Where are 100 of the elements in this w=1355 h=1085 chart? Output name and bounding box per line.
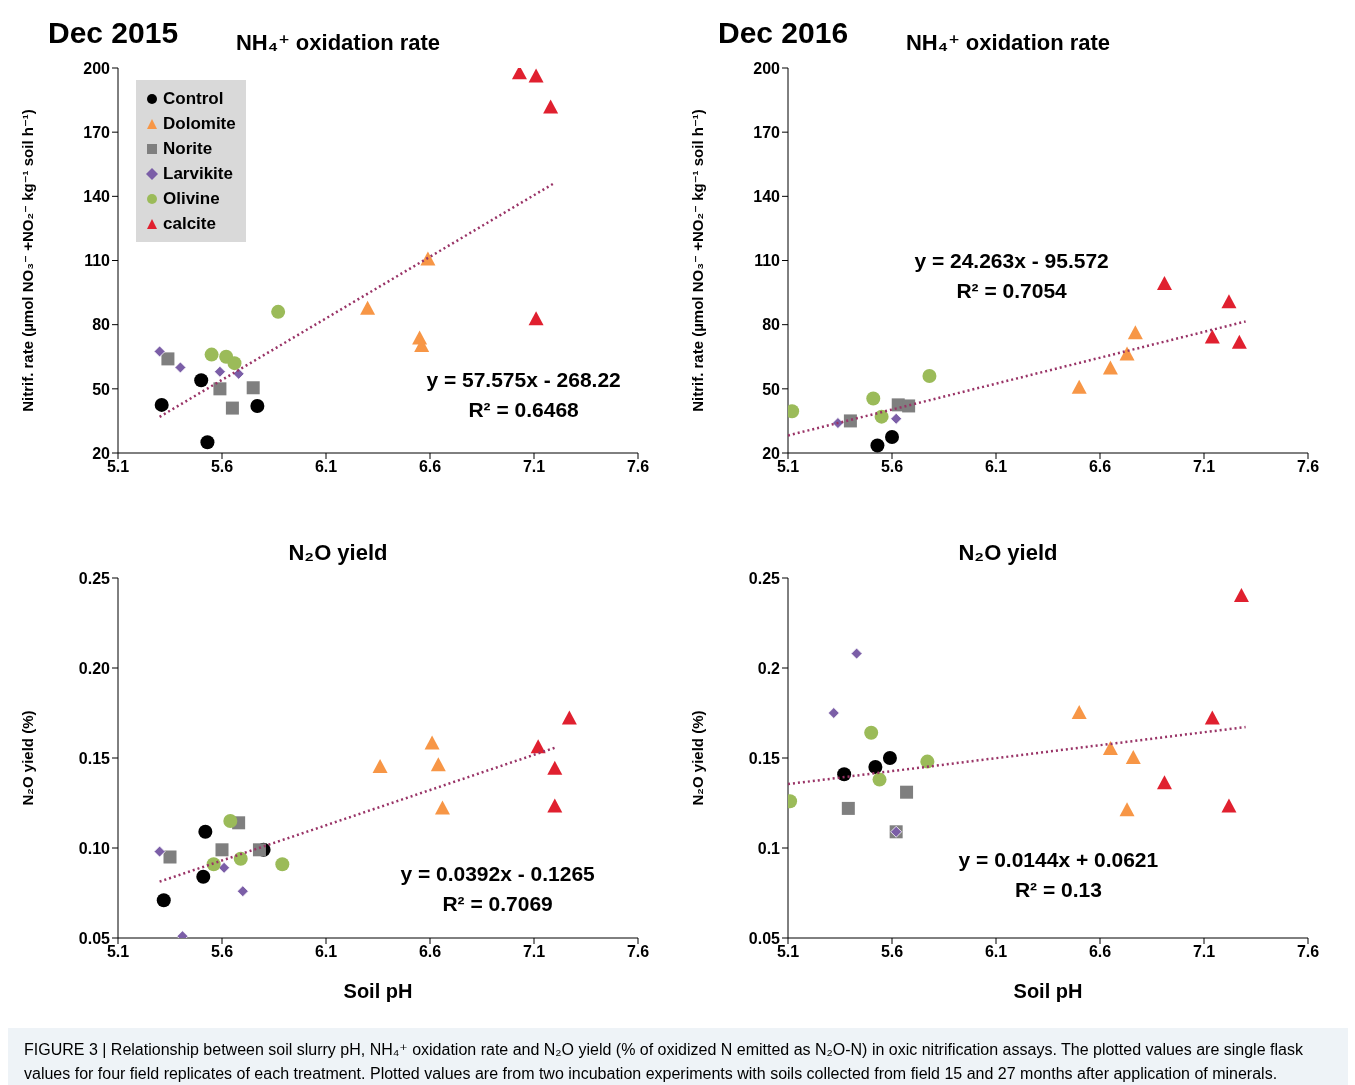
point: [1221, 294, 1237, 309]
point: [528, 311, 544, 326]
y-tick-label: 200: [753, 59, 781, 77]
y-tick-label: 80: [92, 316, 111, 334]
point: [543, 99, 559, 114]
y-axis-title: N₂O yield (%): [689, 710, 707, 806]
point: [864, 725, 879, 740]
y-tick-label: 170: [753, 123, 781, 141]
x-tick-label: 6.1: [314, 943, 338, 961]
point: [198, 824, 213, 839]
point: [866, 391, 881, 406]
annotation: R² = 0.13: [1013, 878, 1103, 902]
legend-label: calcite: [163, 213, 216, 235]
point: [153, 845, 166, 858]
point: [271, 304, 286, 319]
point: [882, 751, 897, 765]
point: [236, 885, 249, 898]
point: [1071, 705, 1087, 719]
point: [874, 409, 889, 424]
point: [561, 710, 577, 725]
point: [868, 760, 883, 774]
point: [870, 438, 885, 453]
point: [246, 381, 260, 395]
point: [902, 399, 916, 413]
point: [547, 760, 563, 775]
y-tick-label: 50: [762, 380, 781, 398]
y-tick-label: 0.2: [757, 659, 781, 677]
point: [252, 843, 266, 857]
point: [227, 356, 242, 371]
x-tick-label: 6.1: [984, 458, 1008, 476]
chart-subtitle: Dec 2016: [718, 16, 849, 50]
legend-label: Norite: [163, 138, 213, 160]
annotation: y = 24.263x - 95.572: [913, 248, 1110, 273]
point: [843, 414, 857, 428]
x-tick-label: 5.1: [776, 943, 800, 961]
point: [1221, 798, 1237, 813]
point: [213, 382, 227, 396]
caption: FIGURE 3 | Relationship between soil slurry pH, NH₄⁺ oxidation rate and N₂O yield (% of oxidized N emitted as N₂O-N) in oxic nitrification assays. The plotted values are single flask values for four field replicates of each treatment. Plotted values are from two incubation experiments with soils collected from field 15 and 27 months after application of minerals.: [24, 1040, 1304, 1084]
point: [163, 850, 177, 864]
chart-subtitle: Dec 2015: [48, 16, 179, 50]
point: [920, 754, 935, 769]
x-tick-label: 7.6: [1296, 943, 1320, 961]
point: [200, 435, 215, 450]
point: [850, 647, 863, 660]
point: [841, 801, 855, 815]
y-tick-label: 110: [754, 252, 781, 270]
y-tick-label: 0.25: [748, 569, 781, 587]
y-axis-title: Nitrif. rate (µmol NO₃⁻ +NO₂⁻ kg⁻¹ soil h⁻¹): [19, 109, 37, 412]
point: [1102, 360, 1118, 375]
x-tick-label: 5.6: [880, 943, 904, 961]
point: [424, 735, 440, 750]
point: [250, 398, 265, 413]
point: [1071, 379, 1087, 394]
point: [1231, 334, 1247, 349]
point: [153, 345, 166, 358]
point: [1119, 802, 1135, 817]
point: [225, 401, 239, 415]
chart-title: NH₄⁺ oxidation rate: [235, 30, 441, 55]
point: [204, 347, 219, 362]
point: [1233, 588, 1249, 602]
y-tick-label: 0.25: [78, 569, 111, 587]
y-tick-label: 0.1: [757, 839, 781, 857]
point: [196, 869, 211, 884]
point: [1125, 750, 1141, 764]
y-tick-label: 170: [83, 123, 111, 141]
point: [1119, 346, 1135, 361]
x-tick-label: 6.1: [314, 458, 338, 476]
x-tick-label: 7.6: [626, 943, 650, 961]
point: [434, 800, 450, 815]
y-axis-title: N₂O yield (%): [19, 710, 37, 806]
y-tick-label: 140: [753, 188, 781, 206]
chart-title: N₂O yield: [287, 540, 389, 566]
y-tick-label: 140: [83, 188, 111, 206]
x-tick-label: 6.6: [1088, 458, 1112, 476]
point: [511, 68, 527, 80]
x-tick-label: 5.6: [210, 458, 234, 476]
annotation: y = 57.575x - 268.22: [425, 368, 622, 393]
x-tick-label: 7.1: [1192, 458, 1216, 476]
x-tick-label: 6.6: [418, 458, 442, 476]
point: [885, 429, 899, 444]
legend-label: Olivine: [163, 188, 220, 210]
point: [547, 798, 563, 813]
point: [827, 707, 840, 719]
point: [156, 893, 171, 908]
point: [1204, 329, 1220, 344]
y-tick-label: 200: [83, 59, 111, 77]
y-tick-label: 50: [92, 380, 111, 398]
x-tick-label: 7.6: [1296, 458, 1320, 476]
point: [872, 772, 887, 787]
point: [215, 843, 229, 857]
chart-title: N₂O yield: [957, 540, 1059, 566]
y-tick-label: 0.15: [748, 749, 781, 767]
point: [372, 759, 388, 773]
point: [1204, 710, 1220, 725]
point: [233, 851, 248, 866]
point: [1127, 325, 1143, 340]
x-tick-label: 5.1: [106, 943, 130, 961]
point: [161, 352, 175, 366]
y-tick-label: 80: [762, 316, 781, 334]
x-tick-label: 6.1: [984, 943, 1008, 961]
